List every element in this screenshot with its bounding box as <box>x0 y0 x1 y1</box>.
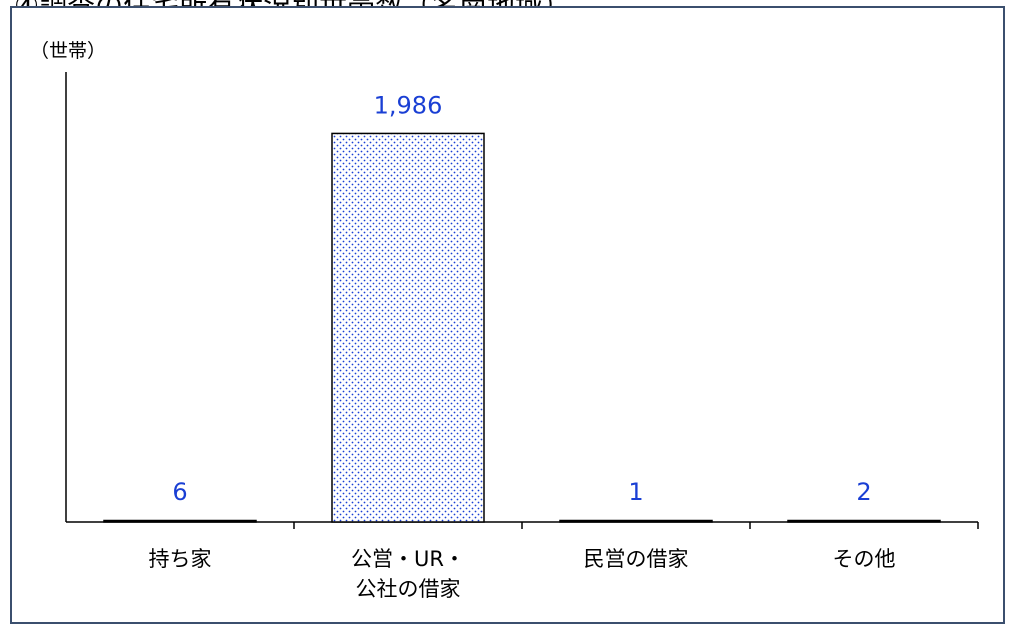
value-label: 1 <box>628 478 643 506</box>
y-axis-unit-label: （世帯） <box>30 40 107 62</box>
x-tick-label: その他 <box>754 544 974 574</box>
bar <box>559 519 713 523</box>
x-tick-label: 民営の借家 <box>526 544 746 574</box>
bar <box>103 519 257 523</box>
value-label: 6 <box>172 478 187 506</box>
value-label: 2 <box>856 478 871 506</box>
x-tick-label-line: 公社の借家 <box>355 577 461 601</box>
x-tick-label-line: 民営の借家 <box>583 547 689 571</box>
x-tick-label: 公営・UR・ 公社の借家 <box>298 544 518 604</box>
bar <box>331 132 485 523</box>
value-label: 1,986 <box>374 91 443 119</box>
x-tick-label-line: 持ち家 <box>148 547 212 571</box>
axes <box>65 72 979 529</box>
value-labels: 6 1,986 1 2 <box>172 91 871 506</box>
bar <box>787 519 941 523</box>
x-tick-label: 持ち家 <box>70 544 290 574</box>
x-tick-label-line: 公営・UR・ <box>351 547 465 571</box>
bars <box>103 132 941 523</box>
x-tick-label-line: その他 <box>832 547 896 571</box>
